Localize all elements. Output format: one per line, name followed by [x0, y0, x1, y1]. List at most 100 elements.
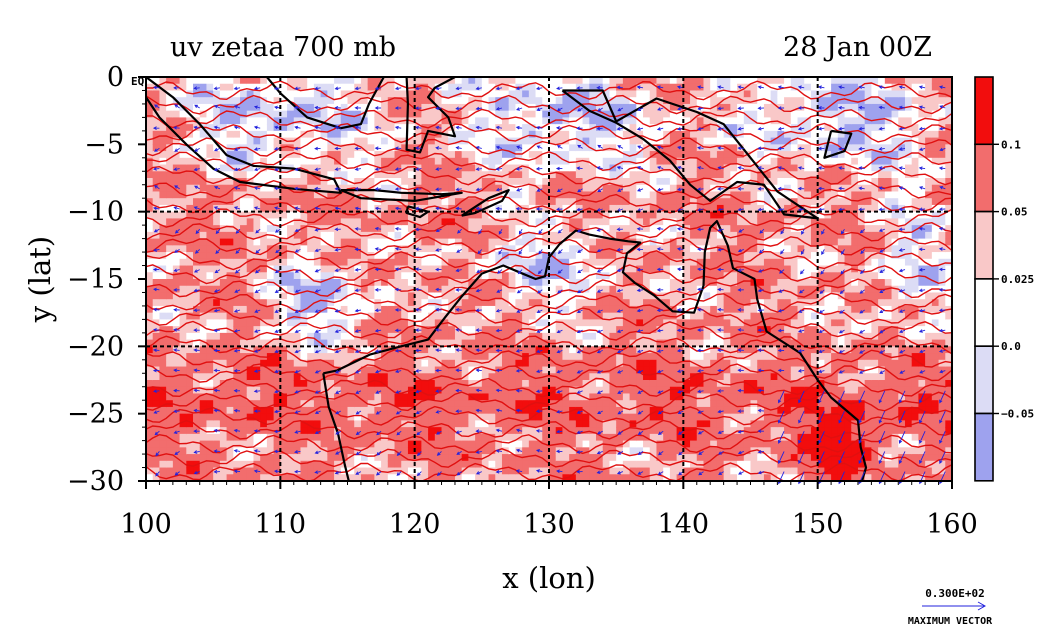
field-cell [159, 312, 167, 320]
field-cell [166, 312, 174, 320]
field-cell [327, 83, 335, 92]
field-cell [475, 157, 483, 166]
field-cell [213, 110, 221, 118]
field-cell [166, 103, 174, 112]
field-cell [690, 386, 698, 395]
field-cell [407, 440, 416, 448]
field-cell [542, 474, 550, 481]
field-cell [320, 460, 328, 469]
field-cell [199, 225, 208, 233]
field-cell [528, 110, 537, 118]
field-cell [260, 339, 268, 347]
field-cell [152, 258, 161, 267]
field-cell [448, 400, 456, 408]
field-cell [166, 238, 174, 246]
field-cell [240, 265, 248, 273]
field-cell [488, 447, 496, 455]
field-cell [669, 204, 678, 213]
field-cell [360, 359, 369, 368]
field-cell [461, 144, 469, 152]
field-cell [575, 312, 584, 320]
field-cell [367, 191, 375, 199]
field-cell [199, 171, 208, 179]
field-cell [293, 346, 302, 354]
field-cell [481, 252, 490, 260]
field-cell [233, 454, 241, 462]
field-cell [206, 164, 214, 172]
field-cell [461, 110, 469, 118]
field-cell [569, 319, 577, 327]
field-cell [307, 467, 315, 475]
field-cell [549, 110, 557, 118]
field-cell [690, 460, 698, 469]
field-cell [441, 124, 449, 132]
field-cell [501, 258, 510, 267]
field-cell [690, 90, 698, 98]
field-cell [354, 353, 362, 361]
field-cell [515, 474, 523, 481]
field-cell [549, 218, 557, 226]
field-cell [381, 285, 389, 294]
field-cell [246, 373, 255, 381]
field-cell [287, 305, 295, 314]
field-cell [313, 137, 322, 145]
field-cell [676, 400, 684, 408]
field-cell [602, 386, 611, 395]
field-cell [522, 359, 530, 368]
field-cell [602, 77, 611, 85]
field-cell [172, 279, 181, 287]
field-cell [159, 231, 167, 240]
field-cell [448, 359, 456, 368]
field-cell [233, 285, 241, 294]
field-cell [528, 272, 537, 280]
field-cell [542, 279, 550, 287]
field-cell [488, 339, 496, 347]
field-cell [441, 252, 449, 260]
field-cell [213, 144, 221, 152]
field-cell [287, 252, 295, 260]
field-cell [562, 258, 570, 267]
field-cell [320, 332, 328, 341]
field-cell [387, 225, 396, 233]
field-cell [589, 272, 597, 280]
field-cell [206, 312, 214, 320]
field-cell [240, 359, 248, 368]
field-cell [629, 191, 637, 199]
field-cell [360, 265, 369, 273]
field-cell [307, 299, 315, 307]
field-cell [166, 393, 174, 401]
field-cell [327, 454, 335, 462]
field-cell [186, 171, 194, 179]
field-cell [401, 178, 409, 186]
field-cell [159, 440, 167, 448]
field-cell [407, 151, 416, 159]
field-cell [663, 332, 671, 341]
field-cell [643, 326, 651, 334]
field-cell [441, 198, 449, 206]
field-cell [690, 151, 698, 159]
field-cell [501, 279, 510, 287]
field-cell [683, 238, 691, 246]
field-cell [421, 144, 429, 152]
field-cell [401, 225, 409, 233]
field-cell [461, 366, 469, 374]
field-cell [146, 460, 154, 469]
field-cell [448, 279, 456, 287]
field-cell [643, 406, 651, 415]
field-cell [166, 117, 174, 125]
field-cell [226, 413, 234, 421]
field-cell [428, 406, 436, 415]
field-cell [360, 312, 369, 320]
field-cell [313, 326, 322, 334]
field-cell [669, 400, 678, 408]
field-cell [260, 204, 268, 213]
field-cell [166, 386, 174, 395]
field-cell [448, 130, 456, 139]
field-cell [683, 231, 691, 240]
field-cell [535, 319, 543, 327]
field-cell [340, 218, 349, 226]
field-cell [246, 427, 255, 435]
field-cell [407, 400, 416, 408]
field-cell [354, 332, 362, 341]
field-cell [193, 393, 201, 401]
